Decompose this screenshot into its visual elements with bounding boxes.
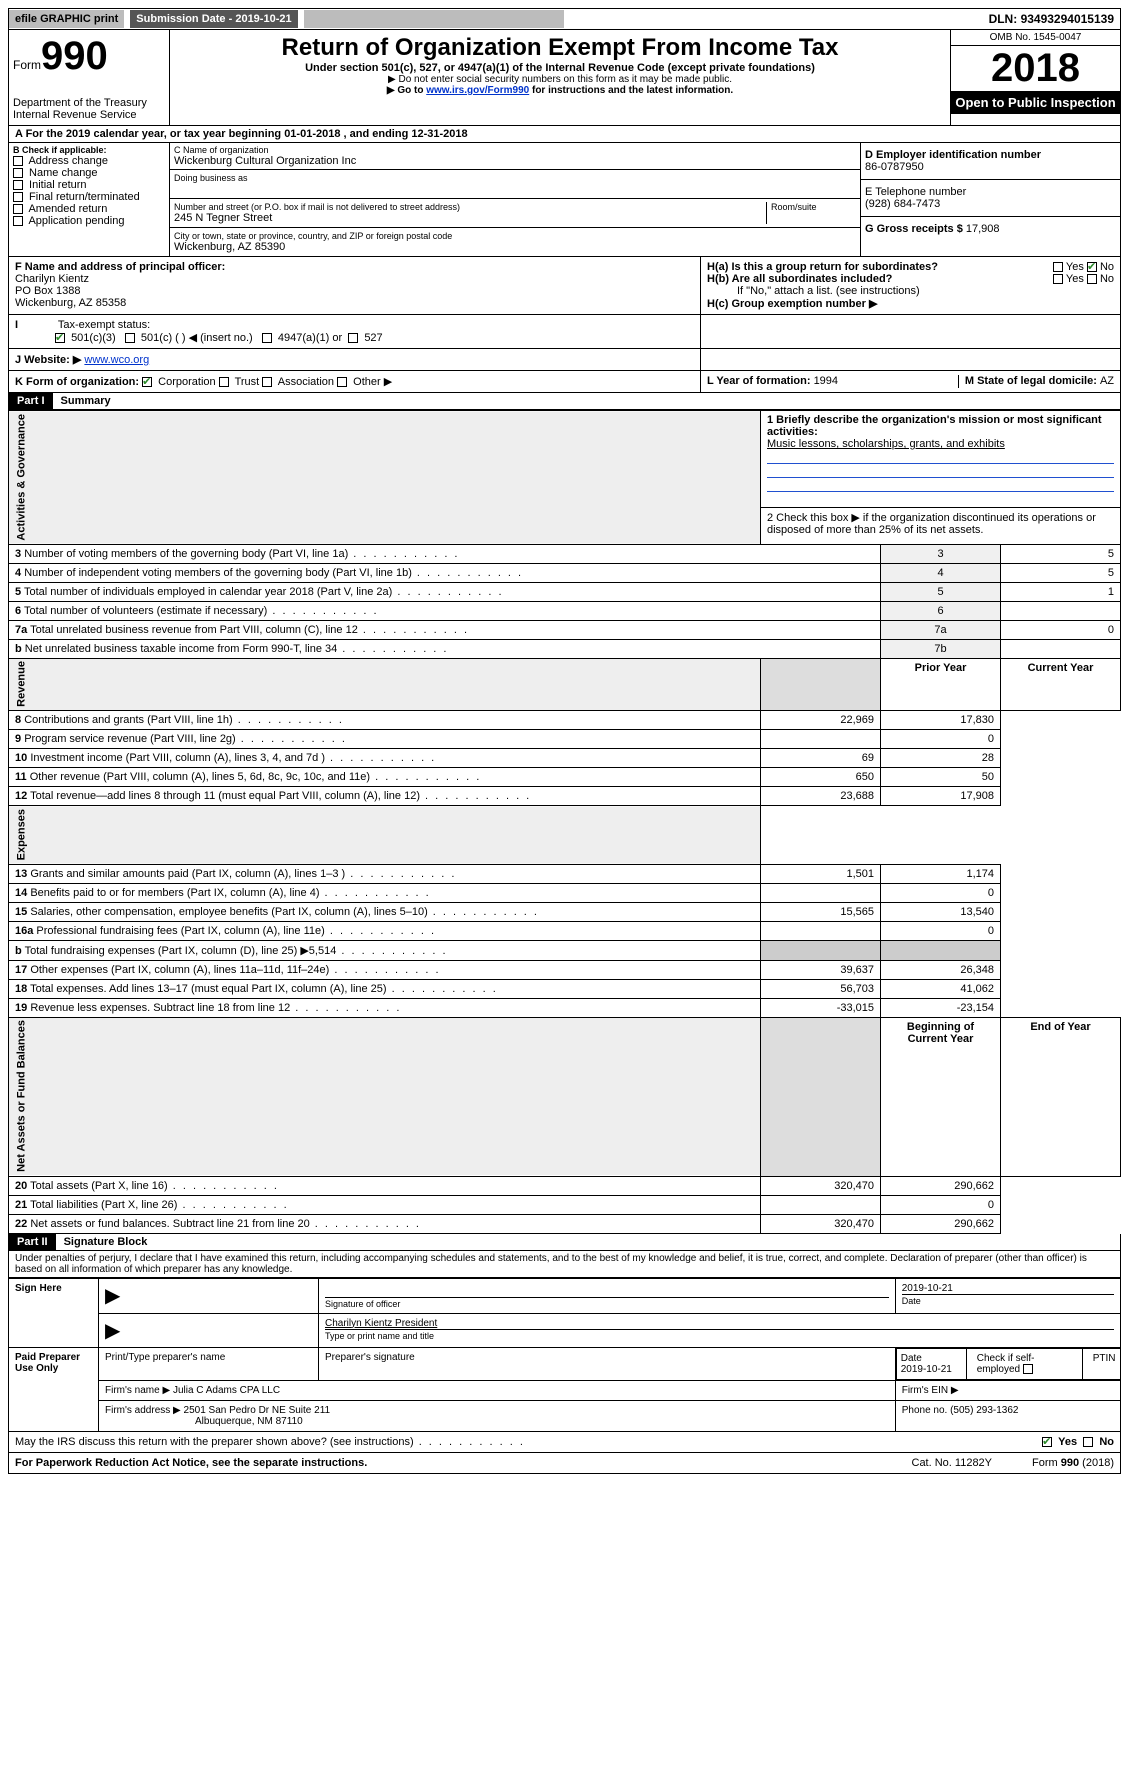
- form-header: Form990 Department of the Treasury Inter…: [8, 30, 1121, 126]
- summary-row: 21 Total liabilities (Part X, line 26)0: [9, 1195, 1121, 1214]
- tax-year: 2018: [951, 46, 1120, 91]
- info-grid: B Check if applicable: Address change Na…: [8, 143, 1121, 257]
- row-fh: F Name and address of principal officer:…: [8, 257, 1121, 315]
- summary-row: 19 Revenue less expenses. Subtract line …: [9, 998, 1121, 1017]
- summary-table: Activities & Governance 1 Briefly descri…: [8, 410, 1121, 1234]
- right-info: D Employer identification number 86-0787…: [860, 143, 1120, 256]
- summary-row: 14 Benefits paid to or for members (Part…: [9, 883, 1121, 902]
- summary-row: 12 Total revenue—add lines 8 through 11 …: [9, 787, 1121, 806]
- row-a-period: A For the 2019 calendar year, or tax yea…: [8, 126, 1121, 143]
- ssn-note: ▶ Do not enter social security numbers o…: [170, 74, 950, 85]
- checkbox-item: Name change: [13, 167, 165, 179]
- part2-header: Part II Signature Block: [8, 1234, 1121, 1251]
- form-number: Form990: [13, 34, 165, 79]
- form-title: Return of Organization Exempt From Incom…: [170, 30, 950, 62]
- org-address: 245 N Tegner Street: [174, 212, 766, 224]
- summary-row: 3 Number of voting members of the govern…: [9, 544, 1121, 563]
- checkbox-item: Application pending: [13, 215, 165, 227]
- summary-row: 15 Salaries, other compensation, employe…: [9, 902, 1121, 921]
- summary-row: 13 Grants and similar amounts paid (Part…: [9, 864, 1121, 883]
- checkbox-item: Final return/terminated: [13, 191, 165, 203]
- summary-row: 11 Other revenue (Part VIII, column (A),…: [9, 768, 1121, 787]
- row-ij: I Tax-exempt status: 501(c)(3) 501(c) ( …: [8, 315, 1121, 371]
- summary-row: 22 Net assets or fund balances. Subtract…: [9, 1214, 1121, 1233]
- box-f: F Name and address of principal officer:…: [9, 257, 700, 314]
- summary-row: b Total fundraising expenses (Part IX, c…: [9, 940, 1121, 960]
- checkbox-item: Address change: [13, 155, 165, 167]
- summary-row: 9 Program service revenue (Part VIII, li…: [9, 730, 1121, 749]
- top-bar: efile GRAPHIC print Submission Date - 20…: [8, 8, 1121, 30]
- mission-text: Music lessons, scholarships, grants, and…: [767, 438, 1114, 450]
- discuss-row: May the IRS discuss this return with the…: [8, 1432, 1121, 1453]
- website-link[interactable]: www.wco.org: [84, 354, 149, 366]
- efile-label: efile GRAPHIC print: [9, 10, 124, 28]
- summary-row: 20 Total assets (Part X, line 16)320,470…: [9, 1176, 1121, 1195]
- open-to-public: Open to Public Inspection: [951, 91, 1120, 114]
- ein: 86-0787950: [865, 161, 1116, 173]
- summary-row: 8 Contributions and grants (Part VIII, l…: [9, 711, 1121, 730]
- dept-irs: Internal Revenue Service: [13, 109, 165, 121]
- org-city: Wickenburg, AZ 85390: [174, 241, 856, 253]
- phone: (928) 684-7473: [865, 198, 1116, 210]
- summary-row: 10 Investment income (Part VIII, column …: [9, 749, 1121, 768]
- summary-row: 16a Professional fundraising fees (Part …: [9, 921, 1121, 940]
- summary-row: 17 Other expenses (Part IX, column (A), …: [9, 960, 1121, 979]
- signature-table: Sign Here ▶ Signature of officer 2019-10…: [8, 1278, 1121, 1432]
- dln: DLN: 93493294015139: [983, 9, 1120, 29]
- part1-header: Part I Summary: [8, 393, 1121, 410]
- box-b: B Check if applicable: Address change Na…: [9, 143, 169, 256]
- row-klm: K Form of organization: Corporation Trus…: [8, 371, 1121, 393]
- submission-date: Submission Date - 2019-10-21: [130, 10, 297, 28]
- jurat: Under penalties of perjury, I declare th…: [8, 1251, 1121, 1278]
- box-c: C Name of organization Wickenburg Cultur…: [169, 143, 860, 256]
- summary-row: 7a Total unrelated business revenue from…: [9, 620, 1121, 639]
- gross-receipts: 17,908: [966, 223, 1000, 235]
- checkbox-item: Amended return: [13, 203, 165, 215]
- irs-link[interactable]: www.irs.gov/Form990: [426, 85, 529, 96]
- org-name: Wickenburg Cultural Organization Inc: [174, 155, 856, 167]
- checkbox-item: Initial return: [13, 179, 165, 191]
- footer: For Paperwork Reduction Act Notice, see …: [8, 1453, 1121, 1474]
- summary-row: 6 Total number of volunteers (estimate i…: [9, 601, 1121, 620]
- goto-note: ▶ Go to www.irs.gov/Form990 for instruct…: [170, 85, 950, 96]
- omb-number: OMB No. 1545-0047: [951, 30, 1120, 46]
- form-subtitle: Under section 501(c), 527, or 4947(a)(1)…: [170, 62, 950, 74]
- summary-row: 18 Total expenses. Add lines 13–17 (must…: [9, 979, 1121, 998]
- box-h: H(a) Is this a group return for subordin…: [700, 257, 1120, 314]
- blank-field: [304, 10, 564, 28]
- dept-treasury: Department of the Treasury: [13, 97, 165, 109]
- summary-row: 5 Total number of individuals employed i…: [9, 582, 1121, 601]
- summary-row: 4 Number of independent voting members o…: [9, 563, 1121, 582]
- summary-row: b Net unrelated business taxable income …: [9, 639, 1121, 658]
